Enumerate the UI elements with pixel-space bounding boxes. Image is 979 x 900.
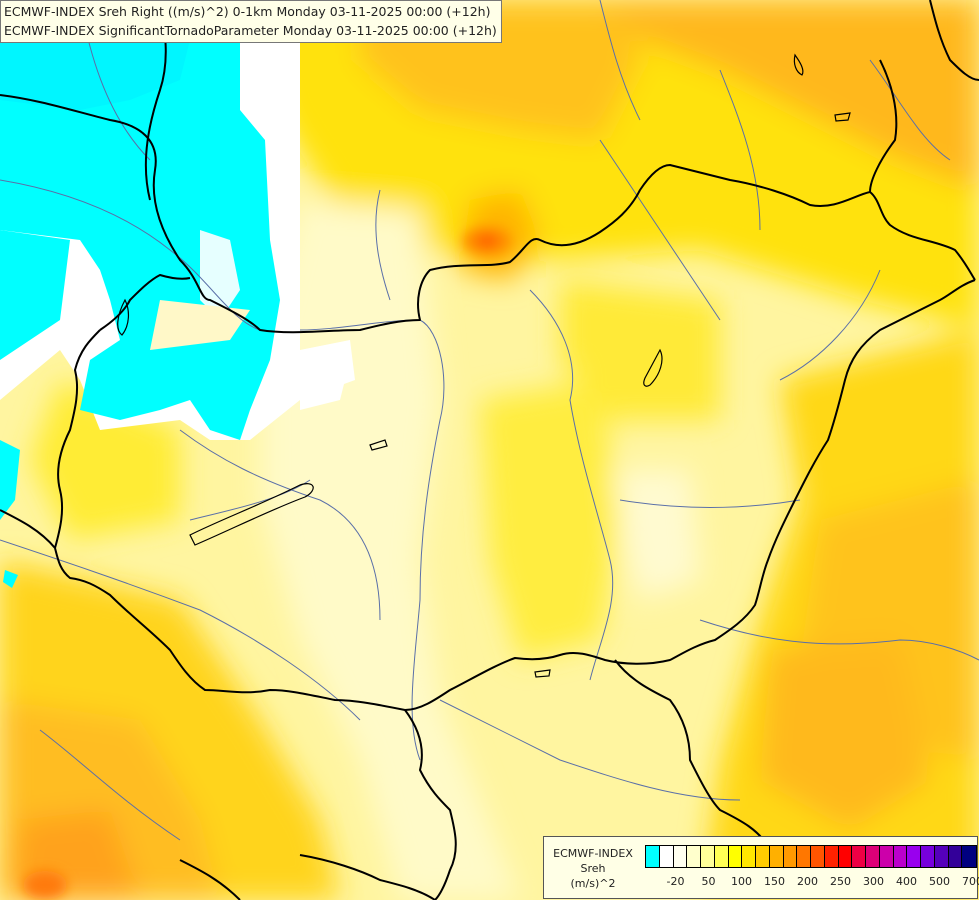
- legend-swatch: [673, 846, 688, 867]
- rivers: [0, 0, 979, 841]
- legend-swatch: [907, 846, 921, 867]
- legend-swatch: [934, 846, 949, 867]
- title-line-helicity: ECMWF-INDEX Sreh Right ((m/s)^2) 0-1km M…: [4, 4, 491, 19]
- legend-swatch: [659, 846, 674, 867]
- lakes: [117, 53, 851, 678]
- legend-swatch: [742, 846, 756, 867]
- color-legend: ECMWF-INDEX Sreh (m/s)^2 -20 50 100 150 200 2…: [543, 836, 979, 899]
- legend-tick-label: 300: [863, 875, 884, 888]
- legend-swatch: [811, 846, 825, 867]
- legend-swatch: [701, 846, 715, 867]
- legend-swatch: [646, 846, 660, 867]
- legend-swatch: [728, 846, 743, 867]
- legend-unit-label: (m/s)^2: [570, 877, 616, 890]
- legend-tick-label: 700: [962, 875, 979, 888]
- legend-color-scale: [645, 845, 977, 868]
- legend-model-label: ECMWF-INDEX: [553, 847, 633, 860]
- legend-tick-label: 100: [731, 875, 752, 888]
- legend-tick-labels: -20 50 100 150 200 250 300 400 500 700: [645, 875, 979, 889]
- legend-swatch: [879, 846, 894, 867]
- legend-tick-label: 200: [797, 875, 818, 888]
- map-title-box: ECMWF-INDEX Sreh Right ((m/s)^2) 0-1km M…: [0, 0, 502, 43]
- legend-swatch: [893, 846, 908, 867]
- legend-tick-label: 400: [896, 875, 917, 888]
- legend-tick-label: 250: [830, 875, 851, 888]
- title-line-tornado-parameter: ECMWF-INDEX SignificantTornadoParameter …: [4, 23, 497, 38]
- legend-title: ECMWF-INDEX Sreh (m/s)^2: [544, 846, 642, 891]
- legend-tick-label: 50: [701, 875, 716, 888]
- legend-swatch: [756, 846, 770, 867]
- legend-swatch: [921, 846, 935, 867]
- legend-tick-label: 500: [929, 875, 950, 888]
- legend-swatch: [962, 846, 976, 867]
- legend-tick-label: -20: [666, 875, 685, 888]
- legend-swatch: [948, 846, 963, 867]
- legend-variable-label: Sreh: [580, 862, 606, 875]
- legend-swatch: [714, 846, 729, 867]
- legend-swatch: [824, 846, 839, 867]
- legend-tick-label: 150: [764, 875, 785, 888]
- legend-swatch: [866, 846, 880, 867]
- legend-swatch: [838, 846, 853, 867]
- legend-swatch: [783, 846, 798, 867]
- legend-swatch: [852, 846, 866, 867]
- legend-swatch: [797, 846, 811, 867]
- legend-swatch: [687, 846, 701, 867]
- legend-swatch: [769, 846, 784, 867]
